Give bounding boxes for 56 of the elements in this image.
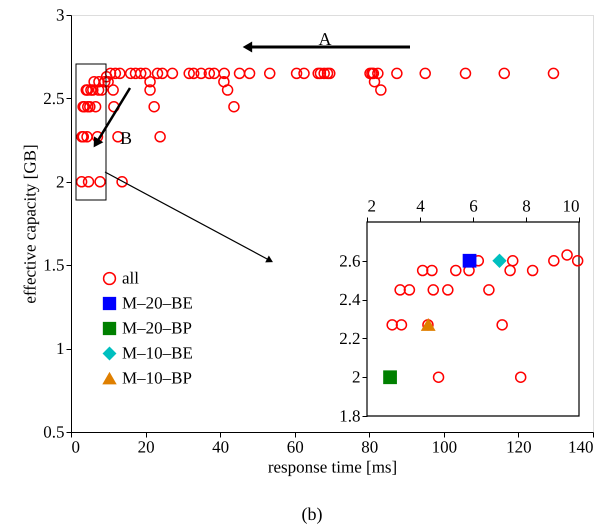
point	[548, 255, 560, 267]
y-axis-title: effective capacity [GB]	[20, 144, 40, 304]
x-tick-label: 20	[138, 438, 155, 456]
point	[462, 254, 476, 268]
point	[492, 254, 506, 268]
x-tick-label: 10	[562, 196, 580, 216]
point	[504, 264, 516, 276]
y-tick-label: 2.4	[339, 290, 361, 310]
text: (b)	[302, 504, 322, 524]
y-tick-label: 1.5	[43, 256, 64, 275]
x-tick-label: 140	[568, 438, 594, 456]
point	[450, 264, 462, 276]
point	[442, 284, 454, 296]
legend-label: M–10–BP	[122, 368, 192, 388]
annotation: B	[120, 128, 132, 148]
x-tick-label: 6	[469, 196, 478, 216]
legend-label: M–20–BP	[122, 318, 192, 338]
point	[432, 371, 444, 383]
point	[394, 284, 406, 296]
point	[386, 319, 398, 331]
legend-label: all	[122, 268, 140, 288]
y-tick-label: 2.2	[339, 328, 360, 348]
x-tick-label: 120	[506, 438, 532, 456]
point	[526, 264, 538, 276]
x-tick-label: 4	[416, 196, 426, 216]
annotation: A	[318, 29, 332, 49]
point	[404, 284, 416, 296]
y-tick-label: 1	[56, 339, 64, 358]
y-tick-label: 3	[56, 6, 64, 24]
point	[572, 255, 584, 267]
point	[396, 319, 408, 331]
legend-label: M–20–BE	[122, 294, 193, 312]
x-tick-label: 80	[361, 438, 378, 456]
point	[416, 264, 428, 276]
y-tick-label: 2	[352, 368, 360, 387]
point	[428, 284, 439, 296]
x-axis-title: response time [ms]	[268, 458, 398, 476]
y-tick-label: 2.6	[339, 251, 360, 270]
y-tick-label: 0.5	[43, 422, 64, 442]
x-tick-label: 60	[286, 438, 304, 456]
point	[483, 284, 495, 296]
point	[496, 319, 508, 331]
point	[507, 255, 518, 267]
y-tick-label: 2.5	[43, 88, 64, 108]
x-tick-label: 0	[72, 438, 80, 456]
point	[426, 264, 438, 276]
point	[514, 371, 526, 383]
x-tick-label: 40	[212, 438, 230, 456]
legend-label: M–10–BE	[122, 344, 193, 362]
x-tick-label: 8	[522, 196, 531, 216]
point	[561, 249, 573, 261]
y-tick-label: 2	[56, 172, 64, 192]
point	[383, 370, 397, 384]
x-tick-label: 2	[368, 196, 376, 216]
y-tick-label: 1.8	[339, 406, 360, 426]
x-tick-label: 100	[432, 438, 458, 456]
